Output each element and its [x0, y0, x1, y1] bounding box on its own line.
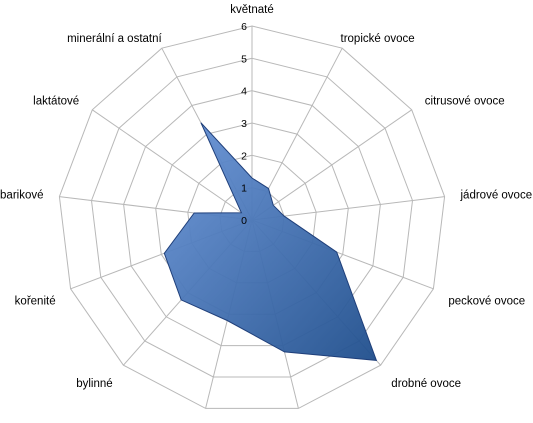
- tick-label-0: 0: [241, 215, 247, 227]
- tick-label-6: 6: [241, 21, 247, 33]
- category-label-10: barikové: [0, 190, 43, 202]
- tick-label-5: 5: [241, 53, 247, 65]
- category-label-0: květnaté: [230, 4, 273, 16]
- category-label-5: drobné ovoce: [391, 378, 461, 390]
- series-area: [163, 122, 378, 361]
- category-label-2: citrusové ovoce: [425, 96, 505, 108]
- tick-label-3: 3: [241, 118, 247, 130]
- tick-label-2: 2: [241, 150, 247, 162]
- category-label-8: bylinné: [76, 378, 112, 390]
- tick-label-4: 4: [241, 86, 247, 98]
- category-labels: květnaté tropické ovoce citrusové ovoce jád…: [0, 4, 533, 390]
- category-label-12: minerální a ostatní: [67, 33, 162, 45]
- grid-ring-4: [123, 90, 381, 347]
- category-label-3: jádrové ovoce: [460, 190, 533, 202]
- tick-label-1: 1: [241, 183, 247, 195]
- spoke-11: [92, 109, 253, 221]
- category-label-1: tropické ovoce: [341, 33, 415, 45]
- series-area-0: [163, 122, 378, 361]
- radial-ticks: 0 1 2 3 4 5 6: [241, 21, 247, 227]
- grid-ring-5: [90, 57, 414, 378]
- spoke-2: [251, 109, 412, 221]
- category-label-4: peckové ovoce: [448, 296, 525, 308]
- grid-ring-6: [58, 25, 446, 409]
- category-label-11: laktátové: [33, 96, 79, 108]
- category-label-9: kořenité: [15, 296, 56, 308]
